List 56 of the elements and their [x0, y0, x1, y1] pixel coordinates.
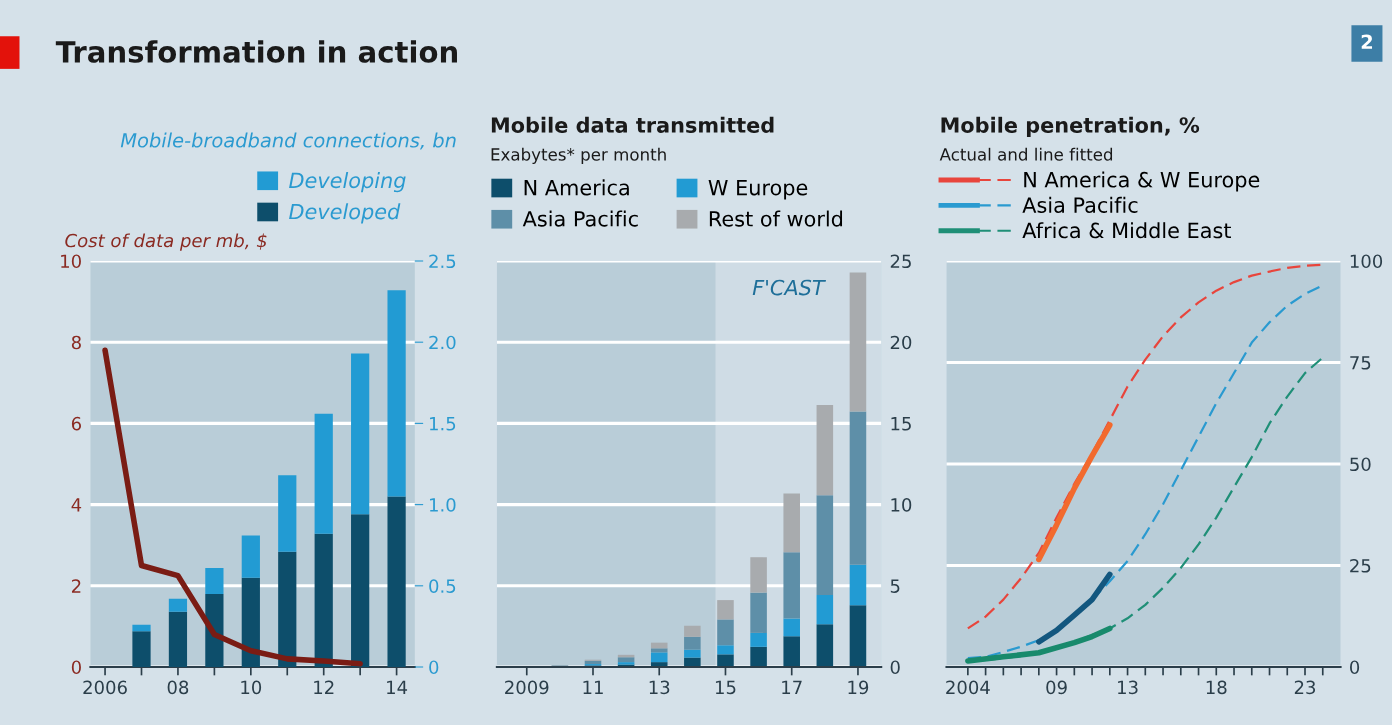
x-tick-label: 17 [782, 680, 802, 694]
y-tick-label: 50 [1350, 457, 1371, 472]
legend-label: Asia Pacific [522, 210, 638, 227]
legend-label: Developed [289, 203, 401, 224]
y2-axis-title: Mobile-broadband connections, bn [120, 132, 456, 150]
x-tick-label: 15 [715, 680, 736, 695]
y2-tick-label: 1.0 [429, 498, 456, 512]
chart-title: Mobile penetration, % [941, 116, 1200, 137]
y-axis-title: Cost of data per mb, $ [65, 233, 267, 251]
x-tick-label: 2006 [83, 680, 127, 695]
y2-tick-label: 2.0 [429, 335, 456, 350]
y2-tick-label: 1.5 [429, 417, 456, 431]
x-tick-label: 19 [848, 680, 869, 695]
y-tick-label: 0 [71, 660, 81, 675]
y2-tick-label: 0.5 [429, 579, 456, 593]
y-tick-label: 75 [1350, 356, 1371, 370]
y-tick-label: 100 [1350, 254, 1383, 269]
chart-title: Transformation in action [55, 40, 457, 63]
y-tick-label: 20 [890, 335, 912, 350]
y2-tick-label: 0 [429, 660, 439, 675]
x-tick-label: 2004 [946, 680, 990, 695]
legend-label: W Europe [708, 179, 808, 200]
y-tick-label: 10 [891, 498, 912, 512]
legend-label: Africa & Middle East [1022, 222, 1232, 239]
y-tick-label: 15 [891, 417, 911, 431]
y-tick-label: 8 [71, 335, 81, 350]
x-tick-label: 09 [1046, 680, 1067, 695]
legend-label: Asia Pacific [1022, 196, 1138, 213]
y-tick-label: 6 [71, 416, 82, 431]
y-tick-label: 10 [61, 254, 81, 269]
y-tick-label: 5 [890, 579, 900, 593]
legend-label: Developing [289, 172, 406, 193]
x-tick-label: 13 [649, 680, 670, 695]
y-tick-label: 0 [1350, 660, 1360, 675]
chart-title: Mobile data transmitted [491, 116, 774, 133]
x-tick-label: 11 [583, 680, 603, 694]
y-tick-label: 0 [890, 660, 900, 675]
x-tick-label: 2009 [505, 680, 549, 695]
x-tick-label: 10 [241, 680, 262, 695]
x-tick-label: 12 [314, 680, 334, 694]
x-tick-label: 14 [387, 680, 408, 694]
legend-label: N America & W Europe [1024, 171, 1260, 192]
y-tick-label: 2 [71, 579, 81, 593]
legend-label: Rest of world [709, 210, 843, 227]
x-tick-label: 23 [1294, 680, 1316, 695]
band-label: F'CAST [752, 279, 826, 296]
y-tick-label: 4 [71, 498, 82, 512]
y2-tick-label: 2.5 [429, 254, 456, 269]
chart-subtitle: Exabytes* per month [491, 147, 666, 164]
chart-subtitle: Actual and line fitted [939, 147, 1113, 161]
legend-label: N America [524, 179, 629, 196]
x-tick-label: 18 [1206, 680, 1227, 695]
y-tick-label: 25 [1350, 558, 1371, 573]
x-tick-label: 13 [1118, 680, 1138, 695]
x-tick-label: 08 [167, 680, 189, 695]
y-tick-label: 25 [890, 254, 911, 269]
